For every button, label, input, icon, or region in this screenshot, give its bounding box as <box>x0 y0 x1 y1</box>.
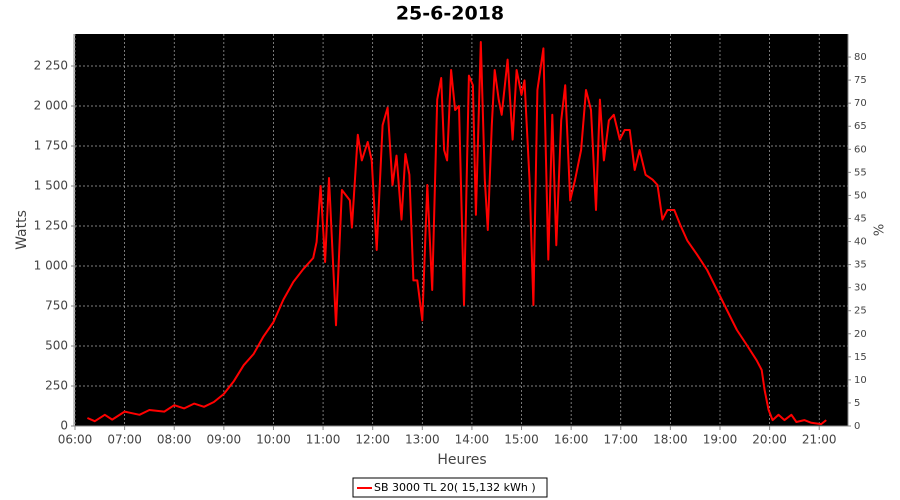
x-tick-label: 13:00 <box>405 433 440 447</box>
y-tick-label: 750 <box>45 299 68 313</box>
y2-tick-label: 45 <box>854 213 867 224</box>
y2-tick-label: 75 <box>854 75 867 86</box>
y2-tick-label: 5 <box>854 398 860 409</box>
y2-tick-label: 0 <box>854 421 860 432</box>
y-tick-label: 0 <box>60 419 68 433</box>
chart-title: 25-6-2018 <box>396 3 504 25</box>
y-tick-label: 1 750 <box>34 139 68 153</box>
y2-tick-label: 20 <box>854 329 867 340</box>
y2-tick-label: 10 <box>854 375 867 386</box>
y-tick-label: 2 000 <box>34 99 68 113</box>
y-tick-label: 250 <box>45 379 68 393</box>
x-tick-label: 07:00 <box>107 433 142 447</box>
y2-tick-label: 55 <box>854 167 867 178</box>
y2-tick-label: 50 <box>854 190 867 201</box>
y2-axis-label: % <box>873 224 888 236</box>
x-axis-label: Heures <box>437 452 486 468</box>
y2-tick-label: 70 <box>854 98 867 109</box>
y2-tick-label: 80 <box>854 52 867 63</box>
y2-tick-label: 40 <box>854 237 867 248</box>
y-tick-label: 1 250 <box>34 219 68 233</box>
x-tick-label: 09:00 <box>207 433 242 447</box>
x-tick-label: 18:00 <box>653 433 688 447</box>
y2-tick-label: 60 <box>854 144 867 155</box>
y2-tick-label: 15 <box>854 352 867 363</box>
y-tick-label: 500 <box>45 339 68 353</box>
x-tick-label: 12:00 <box>355 433 390 447</box>
x-tick-label: 08:00 <box>157 433 192 447</box>
x-tick-label: 14:00 <box>455 433 490 447</box>
y2-tick-label: 35 <box>854 260 867 271</box>
x-tick-label: 11:00 <box>306 433 341 447</box>
y-axis-label: Watts <box>14 210 30 250</box>
data-line <box>87 41 827 426</box>
y-tick-label: 1 000 <box>34 259 68 273</box>
x-tick-label: 10:00 <box>256 433 291 447</box>
legend-label: SB 3000 TL 20( 15,132 kWh ) <box>374 481 536 494</box>
x-tick-label: 15:00 <box>504 433 539 447</box>
x-tick-label: 16:00 <box>554 433 589 447</box>
legend <box>352 477 548 498</box>
y2-tick-label: 65 <box>854 121 867 132</box>
y-tick-label: 1 500 <box>34 179 68 193</box>
x-tick-label: 06:00 <box>58 433 93 447</box>
x-tick-label: 19:00 <box>703 433 738 447</box>
y2-tick-label: 25 <box>854 306 867 317</box>
y-tick-label: 2 250 <box>34 59 68 73</box>
y2-tick-label: 30 <box>854 283 867 294</box>
x-tick-label: 17:00 <box>603 433 638 447</box>
x-tick-label: 21:00 <box>802 433 837 447</box>
x-tick-label: 20:00 <box>752 433 787 447</box>
